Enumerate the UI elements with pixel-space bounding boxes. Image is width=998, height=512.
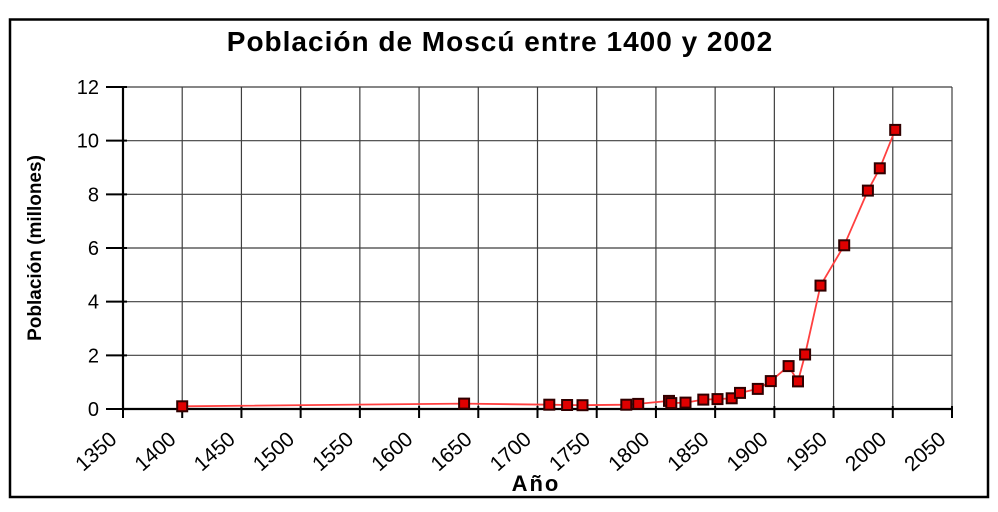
data-point-marker [782, 360, 795, 373]
data-point-marker [838, 239, 851, 252]
axis-layer [106, 86, 953, 418]
data-point-marker [711, 393, 724, 406]
data-point-marker [632, 397, 645, 410]
data-point-marker [889, 123, 902, 136]
y-tick-label: 10 [77, 131, 99, 153]
y-tick-label: 8 [88, 184, 99, 206]
data-point-marker [873, 162, 886, 175]
y-tick-label: 0 [88, 399, 99, 421]
data-point-marker [734, 386, 746, 399]
data-point-marker [679, 396, 692, 409]
y-tick-label: 12 [77, 77, 99, 99]
x-axis-title: Año [512, 471, 561, 496]
data-point-marker [799, 348, 812, 361]
data-point-marker [176, 400, 189, 413]
y-tick-label: 2 [88, 345, 99, 367]
data-point-marker [665, 397, 678, 410]
data-point-marker [458, 397, 471, 410]
data-point-marker [861, 184, 874, 197]
y-axis-title: Población (millones) [25, 155, 46, 341]
chart-frame [8, 18, 990, 499]
data-point-marker [814, 279, 827, 292]
data-point-marker [751, 382, 764, 395]
data-point-marker [792, 375, 804, 388]
data-point-marker [620, 398, 633, 411]
series-layer [176, 123, 902, 413]
data-point-marker [543, 398, 556, 411]
data-point-marker [561, 399, 574, 411]
y-tick-label: 6 [88, 238, 99, 260]
y-tick-label: 4 [88, 292, 99, 314]
chart-title: Población de Moscú entre 1400 y 2002 [227, 26, 773, 57]
data-point-marker [697, 393, 710, 406]
data-point-marker [576, 399, 589, 412]
data-point-marker [764, 375, 777, 388]
grid-layer [122, 86, 953, 410]
